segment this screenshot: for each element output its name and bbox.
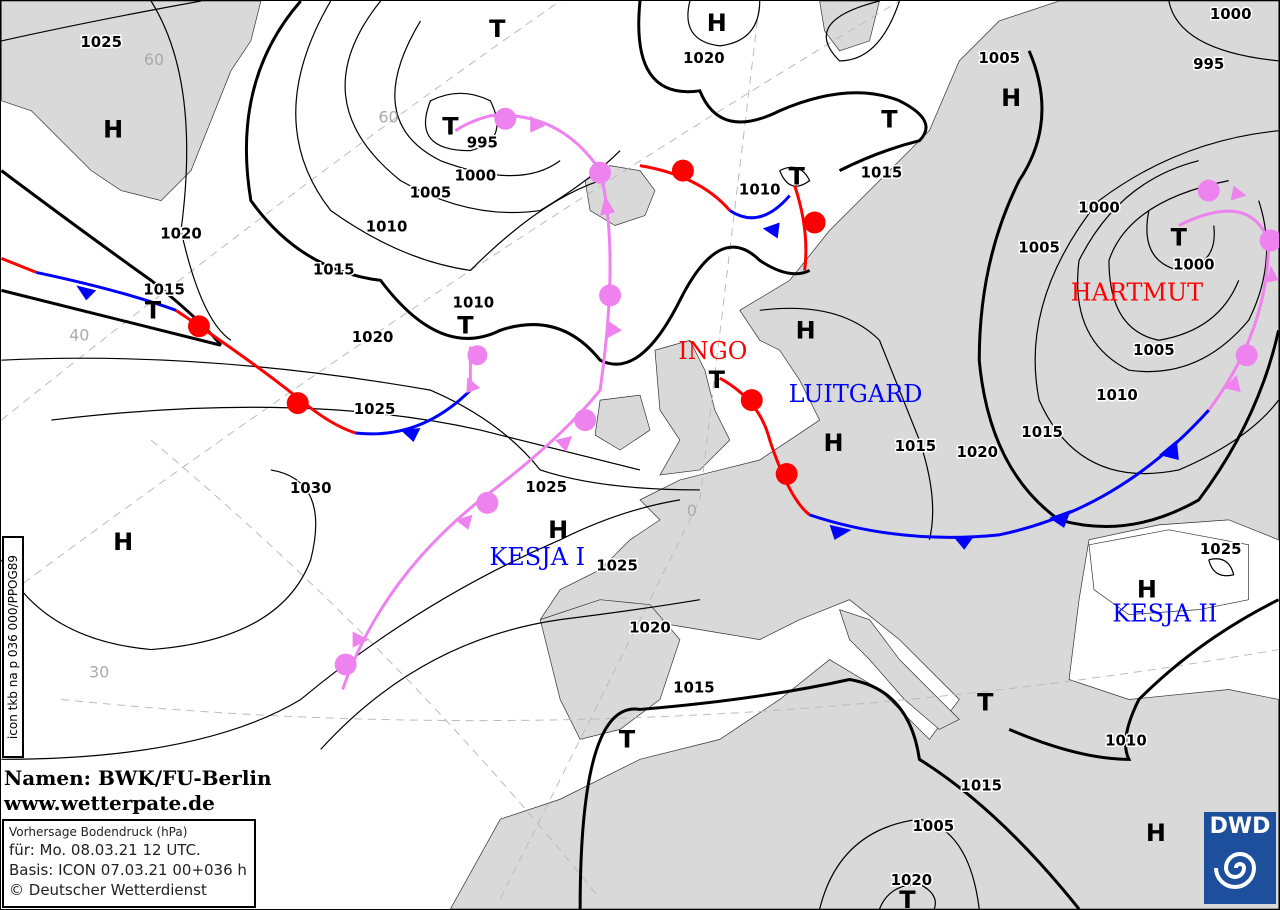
isobar-label: 1025 — [354, 400, 396, 418]
latitude-labels: 60 60 40 30 0 — [69, 50, 697, 682]
pressure-center: H — [113, 528, 133, 556]
isobar-label: 995 — [1193, 55, 1224, 73]
isobar-label: 1010 — [739, 181, 781, 199]
isobar-label: 1015 — [673, 678, 715, 696]
isobar-label: 1005 — [1133, 341, 1175, 359]
isobar-label: 1020 — [352, 328, 394, 346]
swirl-icon — [1214, 852, 1257, 889]
pressure-center: T — [1171, 223, 1188, 251]
isobar-label: 1015 — [143, 280, 185, 298]
isobar-label: 1010 — [453, 293, 495, 311]
system-name: KESJA II — [1112, 600, 1217, 628]
fronts — [1, 107, 1279, 690]
isobar-labels: 1025102010151005100099510101010101510201… — [79, 3, 1253, 890]
greenland — [1, 1, 262, 201]
isobar-label: 1000 — [1173, 255, 1215, 273]
isobar-label: 1030 — [290, 479, 332, 497]
pressure-center: H — [103, 116, 123, 144]
black-sea — [1088, 529, 1250, 616]
isobar-label: 1020 — [891, 871, 933, 889]
pressure-center: T — [145, 296, 162, 324]
isobar-label: 1005 — [978, 49, 1020, 67]
isobar-label: 1025 — [1200, 540, 1242, 558]
pressure-center: T — [977, 688, 994, 716]
italy — [839, 609, 960, 730]
info-copyright: © Deutscher Wetterdienst — [9, 881, 207, 899]
pressure-center: H — [548, 516, 568, 544]
isobar-label: 1000 — [1210, 5, 1252, 23]
dwd-logo-text: DWD — [1209, 814, 1271, 839]
isobar-label: 1015 — [1021, 423, 1063, 441]
credits-names: Namen: BWK/FU-Berlin — [4, 766, 272, 790]
isobar-label: 1010 — [1105, 731, 1147, 749]
pressure-center: T — [619, 725, 636, 753]
isobar-label: 1025 — [80, 33, 122, 51]
isobar-label: 995 — [467, 134, 498, 152]
credits-website[interactable]: www.wetterpate.de — [4, 791, 215, 815]
system-name: LUITGARD — [789, 380, 923, 408]
pressure-center: H — [1146, 819, 1166, 847]
isobar-label: 1015 — [861, 164, 903, 182]
isobar-label: 1020 — [683, 49, 725, 67]
info-base: Basis: ICON 07.03.21 00+036 h — [9, 861, 247, 879]
isobar-label: 1015 — [960, 776, 1002, 794]
dwd-logo: DWD — [1204, 812, 1276, 904]
system-name: HARTMUT — [1071, 278, 1203, 306]
latitude-label: 60 — [378, 108, 398, 127]
isobar-label: 1010 — [366, 217, 408, 235]
pressure-center: H — [1137, 576, 1157, 604]
pressure-center: H — [707, 9, 727, 37]
pressure-center: T — [881, 106, 898, 134]
isobar-label: 1005 — [913, 817, 955, 835]
isobar-label: 1000 — [1078, 199, 1120, 217]
pressure-center: H — [824, 429, 844, 457]
isobar-label: 1015 — [313, 260, 355, 278]
system-name: INGO — [678, 337, 747, 365]
system-name: KESJA I — [489, 543, 585, 571]
british-isles — [594, 339, 731, 476]
pressure-center: T — [899, 886, 916, 910]
info-box: Vorhersage Bodendruck (hPa) für: Mo. 08.… — [2, 819, 256, 908]
system-names: INGO LUITGARD HARTMUT KESJA I KESJA II — [489, 278, 1217, 627]
isobar-label: 1020 — [160, 224, 202, 242]
isobar-label: 1005 — [1018, 238, 1060, 256]
isobar-label: 1025 — [525, 478, 567, 496]
pressure-center: T — [489, 15, 506, 43]
latitude-label: 60 — [144, 50, 164, 69]
isobar-label: 1000 — [455, 167, 497, 185]
info-title: Vorhersage Bodendruck (hPa) — [9, 825, 188, 839]
info-valid: für: Mo. 08.03.21 12 UTC. — [9, 841, 201, 859]
isobar-label: 1005 — [410, 184, 452, 202]
pressure-center: T — [457, 311, 474, 339]
svalbard — [819, 1, 880, 52]
pressure-center: T — [442, 113, 459, 141]
pressure-center: T — [788, 163, 805, 191]
latitude-label: 0 — [687, 501, 697, 520]
isobar-label: 1020 — [629, 619, 671, 637]
pressure-center: T — [709, 366, 726, 394]
credits: Namen: BWK/FU-Berlin www.wetterpate.de — [4, 766, 272, 816]
pressure-center: H — [796, 316, 816, 344]
latitude-label: 30 — [89, 663, 109, 682]
europe-russia — [450, 1, 1279, 909]
latitude-label: 40 — [69, 325, 89, 344]
isobar-label: 1010 — [1096, 386, 1138, 404]
run-id: icon tkb na p 036 000/PPOG89 — [6, 554, 20, 740]
pressure-centers: H T T H T T T T H H H T H H T T H H T T — [103, 9, 1188, 910]
isobar-label: 1025 — [596, 557, 638, 575]
isobar-label: 1015 — [895, 437, 937, 455]
isobar-label: 1020 — [956, 443, 998, 461]
run-id-box: icon tkb na p 036 000/PPOG89 — [2, 536, 24, 758]
pressure-center: H — [1001, 84, 1021, 112]
iberia — [539, 599, 681, 740]
